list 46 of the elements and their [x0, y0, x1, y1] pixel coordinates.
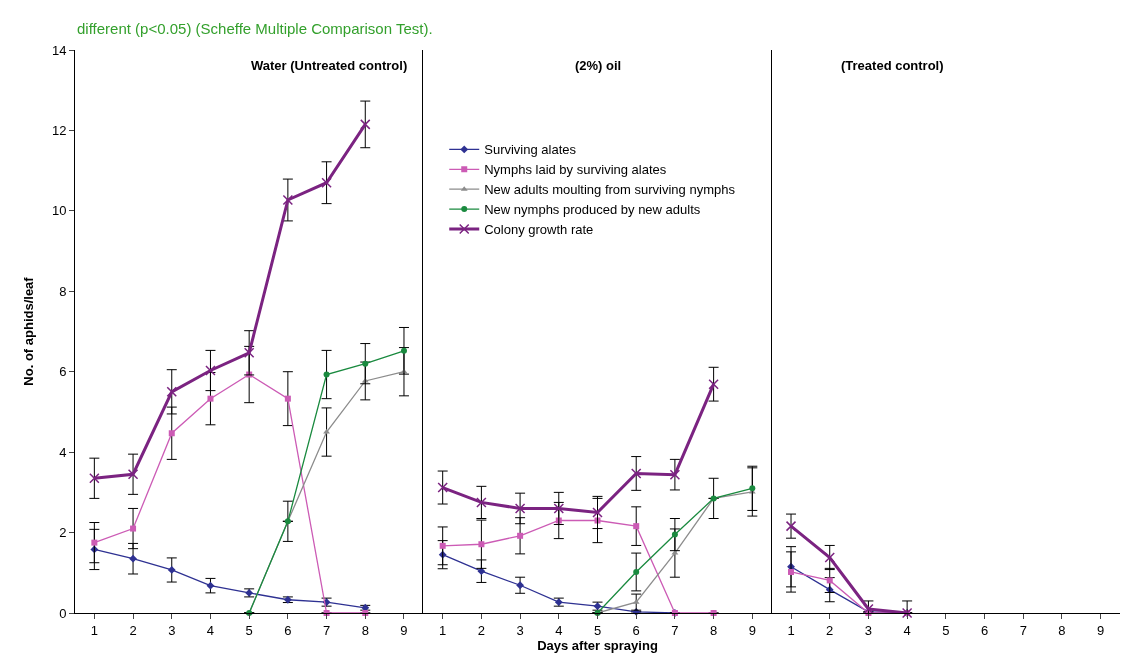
x-tick-label: 7 — [671, 622, 679, 638]
x-tick-label: 6 — [980, 622, 989, 638]
x-tick-label: 4 — [206, 622, 215, 638]
x-tick-label: 3 — [516, 622, 524, 638]
x-tick-label: 1 — [439, 622, 447, 638]
x-tick-label: 3 — [168, 622, 176, 638]
y-tick-label: 12 — [51, 122, 67, 138]
x-axis-title: Days after spraying — [537, 638, 658, 654]
x-tick-label: 9 — [400, 622, 408, 638]
x-tick-label: 5 — [245, 622, 253, 638]
x-tick-label: 1 — [787, 622, 795, 638]
x-tick-label: 7 — [322, 622, 331, 638]
x-tick-label: 4 — [903, 622, 911, 638]
x-tick-label: 9 — [748, 622, 756, 638]
text: (2%) oil — [575, 58, 622, 73]
y-axis-title: No. of aphids/leaf — [20, 276, 36, 386]
text: (Treated control) — [841, 58, 944, 73]
legend-label: Surviving alates — [484, 142, 577, 158]
legend-label: Colony growth rate — [484, 222, 594, 238]
x-tick-label: 7 — [1019, 622, 1027, 638]
x-tick-label: 6 — [284, 622, 292, 638]
legend-label: New adults moulting from surviving nymphs — [484, 182, 736, 198]
x-tick-label: 8 — [1058, 622, 1066, 638]
y-tick-label: 2 — [59, 525, 67, 541]
y-tick-label: 0 — [59, 605, 67, 621]
legend-label: Nymphs laid by surviving alates — [484, 162, 667, 178]
x-tick-label: 5 — [942, 622, 950, 638]
x-tick-label: 8 — [710, 622, 718, 638]
x-tick-label: 9 — [1097, 622, 1105, 638]
y-tick-label: 14 — [51, 42, 67, 58]
x-tick-label: 8 — [361, 622, 369, 638]
legend-label: New nymphs produced by new adults — [484, 202, 701, 218]
x-tick-label: 4 — [555, 622, 563, 638]
x-tick-label: 3 — [864, 622, 873, 638]
y-tick-label: 10 — [51, 203, 67, 219]
text: different (p<0.05) (Scheffe Multiple Comparison Test). — [77, 20, 433, 37]
x-tick-label: 5 — [593, 622, 602, 638]
x-tick-label: 2 — [477, 622, 486, 638]
x-tick-label: 2 — [826, 622, 834, 638]
x-tick-label: 2 — [129, 622, 137, 638]
y-tick-label: 8 — [59, 283, 67, 299]
x-tick-label: 1 — [90, 622, 98, 638]
text: Water (Untreated control) — [251, 58, 408, 73]
y-tick-label: 6 — [59, 364, 67, 380]
y-tick-label: 4 — [59, 444, 67, 460]
x-tick-label: 6 — [632, 622, 640, 638]
